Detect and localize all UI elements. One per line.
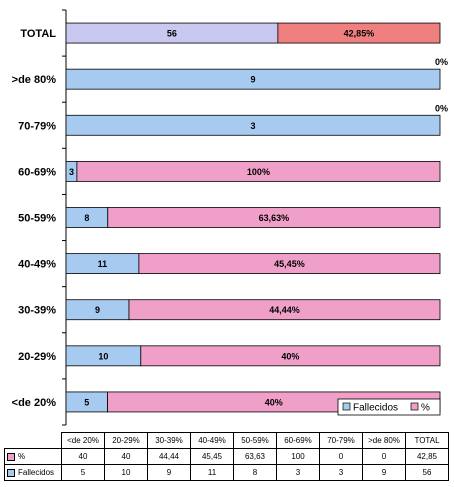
legend-label: %	[421, 403, 430, 414]
category-labels: TOTAL >de 80% 70-79% 60-69% 50-59% 40-49% 30-3…	[12, 28, 57, 409]
data-label: 8	[84, 213, 89, 223]
legend-swatch-icon	[7, 468, 15, 477]
category-label: 70-79%	[18, 120, 56, 132]
table-cell: 10	[104, 464, 148, 481]
table-cell: 63,63	[233, 448, 277, 465]
table-header-cell: 60-69%	[276, 432, 320, 449]
table-header-cell: 50-59%	[233, 432, 277, 449]
legend-label: Fallecidos	[353, 403, 398, 414]
data-label: 11	[98, 259, 108, 269]
table-cell: 40	[104, 448, 148, 465]
table-cell: 40	[61, 448, 105, 465]
category-label: 20-29%	[18, 351, 56, 363]
bar-segment	[140, 345, 441, 367]
chart-bars: 56 42,85% 9 0% 3 0% 3 100% 8 63,63% 11 45,45% 9 44,44…	[65, 22, 448, 413]
table-cell: 42,85	[405, 448, 449, 465]
bar-segment	[65, 114, 441, 136]
data-label: 9	[250, 75, 255, 85]
table-header-cell: <de 20%	[61, 432, 105, 449]
table-cell: 100	[276, 448, 320, 465]
chart-axes	[62, 9, 67, 426]
category-label: 30-39%	[18, 305, 56, 317]
data-label: 40%	[265, 397, 283, 407]
table-row-label: Fallecidos	[4, 464, 62, 481]
category-label: TOTAL	[20, 28, 56, 40]
table-cell: 0	[362, 448, 406, 465]
table-row: Fallecidos 5 10 9 11 8 3 3 9 56	[4, 464, 449, 481]
table-row-label-text: Fallecidos	[18, 468, 55, 477]
data-label: 44,44%	[269, 305, 300, 315]
category-label: >de 80%	[12, 74, 57, 86]
legend-swatch-icon	[342, 402, 351, 411]
category-label: 40-49%	[18, 259, 56, 271]
table-header-cell: TOTAL	[405, 432, 449, 449]
category-label: <de 20%	[12, 397, 57, 409]
chart-legend: Fallecidos%	[337, 398, 441, 416]
table-cell: 3	[276, 464, 320, 481]
legend-swatch-icon	[7, 452, 15, 461]
data-label: 10	[98, 351, 108, 361]
data-label: 9	[95, 305, 100, 315]
data-label: 63,63%	[259, 213, 290, 223]
data-label: 5	[84, 397, 89, 407]
table-header-row: <de 20% 20-29% 30-39% 40-49% 50-59% 60-6…	[4, 432, 449, 449]
bar-segment	[107, 207, 441, 228]
table-row: % 40 40 44,44 45,45 63,63 100 0 0 42,85	[4, 448, 449, 465]
table-corner-cell	[4, 432, 62, 449]
table-cell: 56	[405, 464, 449, 481]
data-label: 100%	[247, 167, 270, 177]
table-cell: 0	[319, 448, 363, 465]
table-header-cell: 30-39%	[147, 432, 191, 449]
bar-segment	[65, 68, 441, 90]
bar-segment	[128, 299, 441, 321]
table-cell: 5	[61, 464, 105, 481]
category-label: 60-69%	[18, 166, 56, 178]
data-label: 45,45%	[274, 259, 305, 269]
table-cell: 9	[147, 464, 191, 481]
data-label: 56	[167, 29, 177, 39]
data-label: 42,85%	[344, 29, 375, 39]
data-label: 0%	[435, 57, 448, 67]
bar-segment	[138, 253, 441, 275]
table-cell: 11	[190, 464, 234, 481]
legend-swatch-icon	[410, 402, 419, 411]
table-header-cell: 20-29%	[104, 432, 148, 449]
table-cell: 8	[233, 464, 277, 481]
table-row-label-text: %	[18, 452, 26, 461]
table-cell: 3	[319, 464, 363, 481]
data-table: <de 20% 20-29% 30-39% 40-49% 50-59% 60-6…	[4, 432, 449, 481]
data-label: 3	[250, 121, 255, 131]
data-label: 40%	[281, 351, 299, 361]
bar-segment	[277, 22, 441, 44]
data-label: 3	[69, 167, 74, 177]
table-header-cell: >de 80%	[362, 432, 406, 449]
table-header-cell: 70-79%	[319, 432, 363, 449]
table-cell: 9	[362, 464, 406, 481]
table-cell: 45,45	[190, 448, 234, 465]
bar-segment	[76, 160, 441, 182]
table-row-label: %	[4, 448, 62, 465]
table-cell: 44,44	[147, 448, 191, 465]
category-label: 50-59%	[18, 213, 56, 225]
table-header-cell: 40-49%	[190, 432, 234, 449]
data-label: 0%	[435, 103, 448, 113]
